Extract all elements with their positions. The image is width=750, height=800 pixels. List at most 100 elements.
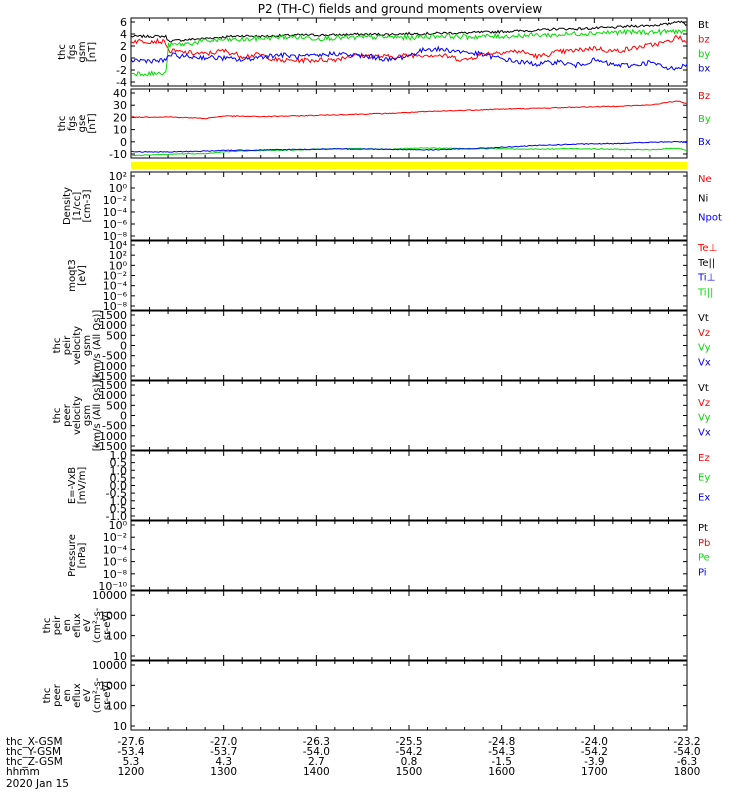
legend-ni: Ni xyxy=(698,193,708,204)
y-axis-label: Density[1/cc][cm-3] xyxy=(62,187,93,225)
ephemeris-value: -27.6 xyxy=(117,736,144,748)
y-tick-label: 1000 xyxy=(99,679,127,692)
ephemeris-value: -53.7 xyxy=(210,746,237,758)
y-tick-label: 10⁻⁶ xyxy=(103,218,128,231)
y-tick-label: 1.0 xyxy=(110,449,128,462)
panel-efield: 1.00.51.00.50.0-0.51.00.5-1.0E=-VxB[mV/m… xyxy=(67,449,710,523)
legend-ne: Ne xyxy=(698,174,712,185)
legend-bt: Bt xyxy=(698,20,709,31)
y-label-line: gsm xyxy=(82,335,93,356)
ephemeris-value: 1800 xyxy=(674,766,701,778)
chart-title: P2 (TH-C) fields and ground moments over… xyxy=(258,2,543,16)
series-bz-line xyxy=(130,34,688,65)
panel-frame xyxy=(130,171,688,241)
y-tick-label: 0.5 xyxy=(110,457,128,470)
panel-frame xyxy=(130,380,688,451)
y-label-line: velocity xyxy=(72,396,83,435)
legend-te: Te⊥ xyxy=(697,243,717,254)
legend-pb: Pb xyxy=(698,538,710,549)
ephemeris-value: 4.3 xyxy=(215,756,232,768)
panel-frame xyxy=(130,450,688,521)
y-tick-label: 10 xyxy=(113,650,127,663)
legend-pt: Pt xyxy=(698,523,708,534)
y-tick-label: -4 xyxy=(116,76,127,89)
legend-ey: Ey xyxy=(698,473,710,484)
ephemeris-value: -54.2 xyxy=(581,746,608,758)
y-label-line: thc xyxy=(57,44,68,60)
y-label-line: gse xyxy=(77,115,88,133)
ephemeris-value: -1.5 xyxy=(491,756,512,768)
y-tick-label: 10⁻⁸ xyxy=(103,230,128,243)
y-label-line: sr-eV) xyxy=(102,611,113,640)
y-tick-label: 0 xyxy=(120,340,127,353)
y-tick-label: 10⁻² xyxy=(103,194,127,207)
y-tick-label: -1000 xyxy=(95,430,127,443)
y-label-line: Density xyxy=(62,187,73,225)
y-tick-label: -1500 xyxy=(95,370,127,383)
ephemeris-value: 1300 xyxy=(210,766,237,778)
y-tick-label: 10⁻⁴ xyxy=(103,543,128,556)
y-label-line: (cm²-s- xyxy=(92,607,103,643)
legend-npot: Npot xyxy=(698,213,722,224)
ephemeris-table: thc_X-GSM -27.6 -27.0 -26.3 -25.5 -24.8 -24.0-… xyxy=(6,736,701,790)
ephemeris-value: -53.4 xyxy=(117,746,144,758)
ephemeris-value: -54.0 xyxy=(673,746,700,758)
legend-ti: Ti⊥ xyxy=(697,273,715,284)
y-label-line: sr-eV) xyxy=(102,681,113,710)
y-tick-label: 10⁴ xyxy=(109,239,128,252)
legend-vt: Vt xyxy=(698,313,709,324)
y-axis-label: thcpeirenefluxeV(cm²-s-sr-eV) xyxy=(42,607,113,643)
y-label-line: [km/s (All Qs)] xyxy=(92,310,103,382)
y-label-line: [km/s (All Qs)] xyxy=(92,380,103,452)
y-tick-label: 10000 xyxy=(92,589,127,602)
y-label-line: en xyxy=(62,689,73,702)
y-label-line: thc xyxy=(52,338,63,354)
y-tick-label: 20 xyxy=(113,111,127,124)
y-tick-label: 1.0 xyxy=(110,464,128,477)
series-bx-line xyxy=(130,45,688,71)
y-tick-label: -500 xyxy=(102,350,127,363)
y-label-line: [cm-3] xyxy=(82,189,93,222)
panel-frame xyxy=(130,660,688,731)
date-label: 2020 Jan 15 xyxy=(6,778,69,790)
y-tick-label: -0.5 xyxy=(106,487,127,500)
y-label-line: eflux xyxy=(72,683,83,708)
ephemeris-value: -24.0 xyxy=(581,736,608,748)
y-tick-label: -10 xyxy=(109,148,127,161)
y-tick-label: 1000 xyxy=(99,389,127,402)
y-tick-label: 30 xyxy=(113,99,127,112)
y-tick-label: 1500 xyxy=(99,379,127,392)
legend-bx: Bx xyxy=(698,137,711,148)
ephemeris-value: 0.8 xyxy=(401,756,418,768)
ephemeris-value: -54.3 xyxy=(488,746,515,758)
y-tick-label: -1500 xyxy=(95,440,127,453)
y-label-line: peer xyxy=(52,683,63,707)
legend-vy: Vy xyxy=(698,343,711,354)
y-tick-label: 4 xyxy=(120,28,127,41)
y-label-line: eV xyxy=(82,619,93,632)
y-label-line: gsm xyxy=(77,41,88,62)
y-tick-label: 6 xyxy=(120,16,127,29)
ephemeris-value: -6.3 xyxy=(677,756,698,768)
panel-frame xyxy=(130,240,688,311)
panel-frame xyxy=(130,310,688,381)
ephemeris-label: hhmm xyxy=(6,766,40,778)
series-bx-line xyxy=(130,140,688,153)
legend-ti: Ti|| xyxy=(697,287,713,298)
y-tick-label: 1.0 xyxy=(110,495,128,508)
y-tick-label: 0 xyxy=(120,136,127,149)
y-tick-label: 10² xyxy=(109,249,127,262)
y-tick-label: -1000 xyxy=(95,360,127,373)
legend-vy: Vy xyxy=(698,413,711,424)
y-label-line: Pressure xyxy=(67,534,78,577)
legend-vt: Vt xyxy=(698,383,709,394)
y-tick-label: 0.0 xyxy=(110,480,128,493)
ephemeris-value: -26.3 xyxy=(303,736,330,748)
ephemeris-value: 1200 xyxy=(118,766,145,778)
y-tick-label: 10⁻¹⁰ xyxy=(98,580,127,593)
